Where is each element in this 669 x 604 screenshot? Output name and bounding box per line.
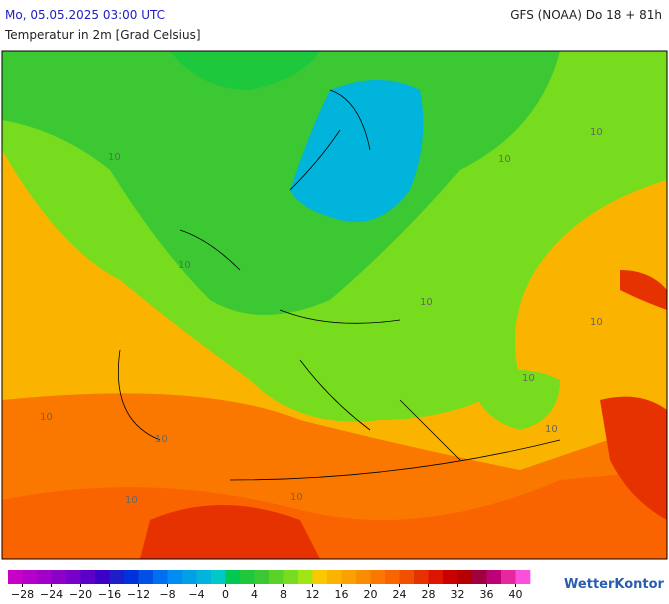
color-swatch: [95, 570, 110, 584]
tick-label: −8: [159, 588, 175, 600]
brand: WetterKontor: [564, 577, 665, 592]
color-swatch: [356, 570, 371, 584]
color-swatch: [22, 570, 38, 584]
color-swatch: [486, 570, 502, 584]
datetime: Mo, 05.05.2025 03:00 UTC: [5, 8, 165, 22]
tick-label: 28: [422, 588, 436, 600]
color-swatch: [211, 570, 226, 584]
tick-label: −28: [11, 588, 34, 600]
color-swatch: [153, 570, 168, 584]
color-swatch: [399, 570, 415, 584]
contour-label: 10: [420, 297, 433, 308]
color-swatch: [254, 570, 270, 584]
tick-label: 32: [451, 588, 465, 600]
contour-label: 10: [108, 152, 121, 163]
color-swatch: [443, 570, 458, 584]
tick-label: 8: [280, 588, 287, 600]
model-run: GFS (NOAA) Do 18 + 81h: [510, 8, 662, 22]
contour-label: 10: [178, 260, 191, 271]
contour-label: 10: [545, 424, 558, 435]
color-swatch: [312, 570, 328, 584]
tick-label: −16: [98, 588, 121, 600]
tick-label: 16: [335, 588, 349, 600]
color-swatch: [37, 570, 52, 584]
tick-label: −20: [69, 588, 92, 600]
contour-label: 10: [590, 317, 603, 328]
color-swatch: [51, 570, 67, 584]
color-swatch: [515, 570, 531, 584]
color-swatch: [472, 570, 487, 584]
contour-label: 10: [40, 412, 53, 423]
contour-label: 10: [155, 434, 168, 445]
color-swatch: [138, 570, 154, 584]
color-swatch: [298, 570, 313, 584]
color-swatch: [167, 570, 183, 584]
color-swatch: [196, 570, 212, 584]
contour-label: 10: [290, 492, 303, 503]
contour-label: 10: [498, 154, 511, 165]
color-swatch: [225, 570, 241, 584]
tick-label: 24: [393, 588, 407, 600]
tick-label: 40: [509, 588, 523, 600]
tick-label: 36: [480, 588, 494, 600]
color-swatch: [8, 570, 23, 584]
color-swatch: [283, 570, 299, 584]
color-swatch: [109, 570, 125, 584]
color-swatch: [370, 570, 386, 584]
tick-label: 20: [364, 588, 378, 600]
color-swatch: [457, 570, 473, 584]
color-swatch: [341, 570, 357, 584]
tick-label: −4: [188, 588, 204, 600]
contour-label: 10: [590, 127, 603, 138]
color-swatch: [327, 570, 342, 584]
tick-label: 0: [222, 588, 229, 600]
subtitle: Temperatur in 2m [Grad Celsius]: [4, 28, 201, 42]
contour-label: 10: [522, 373, 535, 384]
contour-label: 10: [125, 495, 138, 506]
color-swatch: [269, 570, 284, 584]
color-swatch: [428, 570, 444, 584]
tick-label: 4: [251, 588, 258, 600]
color-swatch: [124, 570, 139, 584]
tick-label: 12: [306, 588, 320, 600]
tick-label: −24: [40, 588, 63, 600]
color-swatch: [80, 570, 96, 584]
color-swatch: [414, 570, 429, 584]
map: [1, 50, 668, 560]
color-swatch: [182, 570, 197, 584]
color-swatch: [240, 570, 255, 584]
color-swatch: [501, 570, 516, 584]
tick-label: −12: [127, 588, 150, 600]
color-swatch: [385, 570, 400, 584]
color-swatch: [66, 570, 81, 584]
